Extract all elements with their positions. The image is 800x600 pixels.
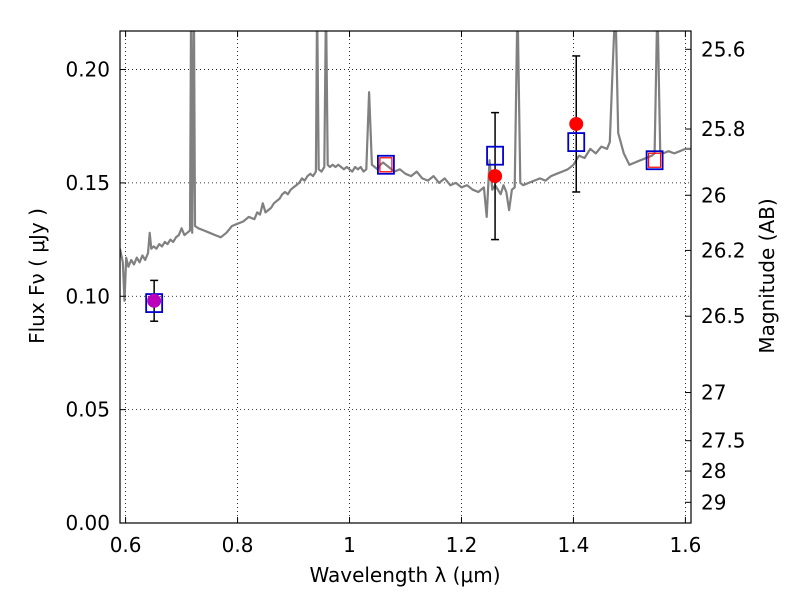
x-axis-label: Wavelength λ (μm) bbox=[309, 563, 500, 587]
photometry-layer bbox=[145, 55, 664, 322]
model-point bbox=[567, 132, 586, 152]
y2-axis-ticks: 25.6 25.8 26 26.2 26.5 27 27.5 28 29 bbox=[685, 37, 746, 514]
y2-tick-label: 25.8 bbox=[701, 117, 746, 141]
spectrum-line bbox=[120, 31, 691, 302]
model-point bbox=[486, 145, 504, 166]
y2-tick-label: 28 bbox=[701, 459, 726, 483]
x-tick-label: 1.6 bbox=[669, 533, 701, 557]
y-tick-label: 0.00 bbox=[65, 511, 110, 535]
x-tick-label: 1 bbox=[343, 533, 356, 557]
y2-tick-label: 29 bbox=[701, 490, 726, 514]
y2-tick-label: 26.5 bbox=[701, 304, 746, 328]
y-tick-label: 0.10 bbox=[65, 284, 110, 308]
y2-tick-label: 25.6 bbox=[701, 37, 746, 61]
y2-axis-label: Magnitude (AB) bbox=[755, 198, 779, 353]
x-tick-label: 0.8 bbox=[222, 533, 254, 557]
model-point bbox=[645, 150, 664, 171]
y-tick-label: 0.15 bbox=[65, 171, 110, 195]
y-axis-ticks: 0.00 0.05 0.10 0.15 0.20 bbox=[65, 58, 126, 535]
y-axis-label: Flux Fν ( μJy ) bbox=[25, 208, 49, 344]
y2-tick-label: 26.2 bbox=[701, 238, 746, 262]
plot-frame bbox=[119, 30, 692, 524]
observed-point bbox=[488, 169, 503, 184]
y2-tick-label: 27.5 bbox=[701, 429, 746, 453]
x-tick-label: 1.2 bbox=[446, 533, 478, 557]
x-tick-label: 0.6 bbox=[110, 533, 142, 557]
y-tick-label: 0.20 bbox=[65, 58, 110, 82]
observed-point-hollow bbox=[648, 152, 662, 168]
x-tick-label: 1.4 bbox=[558, 533, 590, 557]
x-axis-ticks: 0.6 0.8 1 1.2 1.4 1.6 bbox=[110, 31, 701, 557]
spectrum-layer bbox=[120, 31, 691, 302]
observed-point bbox=[147, 293, 162, 308]
observed-point bbox=[569, 116, 584, 131]
y2-tick-label: 27 bbox=[701, 381, 726, 405]
model-point bbox=[377, 154, 395, 175]
y2-tick-label: 26 bbox=[701, 183, 726, 207]
observed-point-hollow bbox=[379, 157, 393, 173]
y-tick-label: 0.05 bbox=[65, 398, 110, 422]
